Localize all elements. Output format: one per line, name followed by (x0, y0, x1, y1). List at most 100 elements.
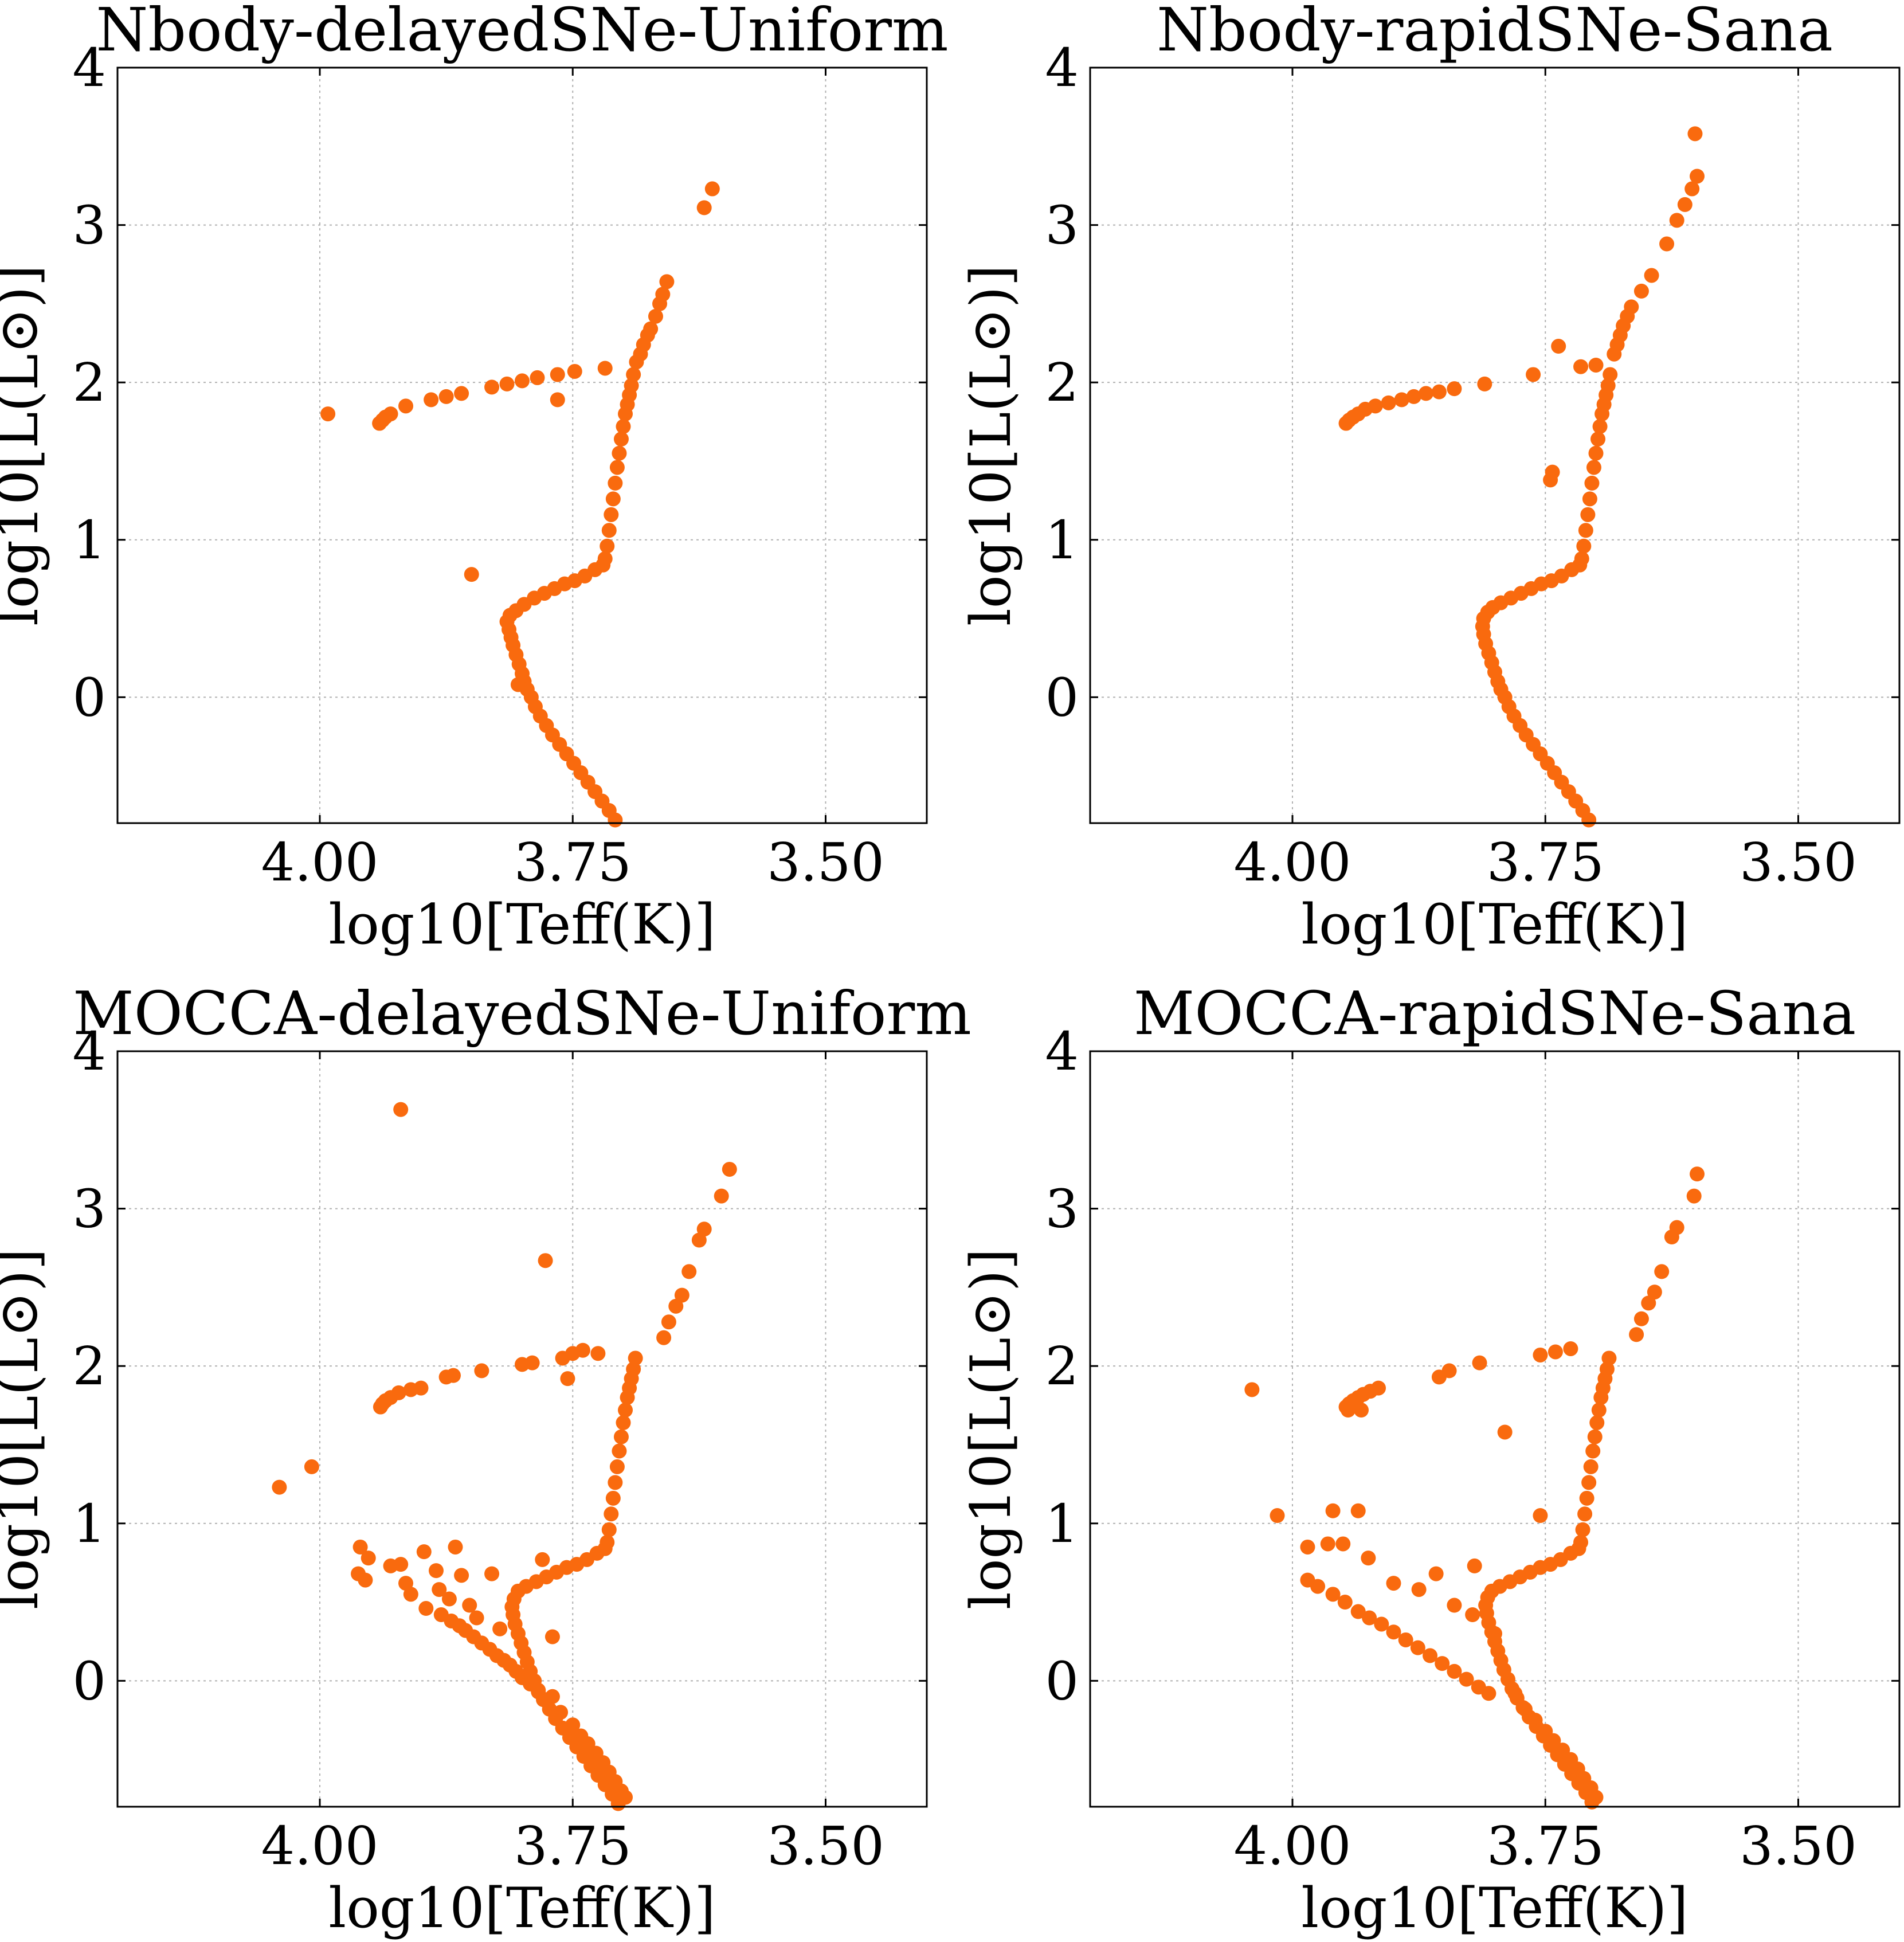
chart-panel-2: 4.00 3.75 3.50 0 1 2 3 4 Nbody-rapidSNe-Sana log1… (959, 0, 1901, 957)
y-tick-label: 1 (1045, 510, 1079, 571)
plot-frame (1089, 66, 1901, 824)
data-point (1386, 1576, 1401, 1591)
data-point (1467, 1558, 1482, 1573)
data-point (1517, 1701, 1533, 1717)
data-point (609, 460, 625, 475)
data-point (1361, 1551, 1376, 1566)
data-point (550, 367, 565, 382)
data-point (1320, 1536, 1335, 1552)
data-point (469, 1610, 484, 1626)
data-point (1664, 1230, 1679, 1245)
data-point (674, 1287, 689, 1303)
data-point (1410, 1640, 1425, 1655)
data-point (544, 1629, 560, 1645)
data-point (484, 379, 500, 395)
data-point (1533, 1508, 1548, 1524)
data-point (1603, 367, 1618, 382)
data-point (1644, 268, 1659, 283)
data-point (608, 812, 623, 828)
data-point (1428, 1566, 1444, 1581)
data-point (462, 1598, 477, 1613)
data-point (1300, 1539, 1315, 1555)
y-axis-label: log10[L(L⊙)] (959, 1248, 1023, 1610)
data-point (1325, 1587, 1341, 1602)
data-point (1647, 1285, 1662, 1300)
x-tick-label: 4.00 (1234, 832, 1351, 893)
x-tick-label: 3.50 (1740, 832, 1857, 893)
data-point (1447, 1663, 1462, 1679)
data-point (393, 1557, 409, 1572)
data-point (655, 287, 671, 302)
chart-title: Nbody-delayedSNe-Uniform (96, 0, 948, 65)
chart-title: MOCCA-rapidSNe-Sana (1134, 978, 1856, 1048)
data-point (1447, 381, 1462, 397)
data-point (1690, 1166, 1705, 1182)
data-point (1684, 181, 1700, 197)
data-point (609, 1459, 625, 1474)
data-point (1423, 1648, 1438, 1663)
data-point (605, 1490, 621, 1506)
data-point (1654, 1264, 1670, 1279)
data-point (1507, 1686, 1523, 1701)
data-point (575, 1342, 590, 1358)
data-point (1581, 1475, 1597, 1490)
data-point (448, 1539, 463, 1555)
x-tick-label: 3.75 (514, 832, 632, 893)
data-point (1374, 1616, 1389, 1632)
data-point (608, 1475, 623, 1490)
data-point (320, 406, 336, 422)
data-point (1435, 1656, 1450, 1671)
data-point (1589, 1415, 1605, 1431)
data-point (1310, 1579, 1326, 1594)
data-point (1581, 812, 1597, 828)
data-point (1659, 236, 1675, 252)
data-point (620, 1390, 635, 1405)
data-point (1578, 523, 1593, 538)
data-point (550, 392, 565, 408)
data-point (560, 1371, 575, 1387)
data-point (1325, 1503, 1341, 1518)
data-point (1690, 169, 1705, 184)
data-point (1465, 1607, 1480, 1623)
data-point (612, 445, 627, 461)
data-point (1592, 419, 1608, 434)
data-point (1459, 1671, 1474, 1687)
data-point (484, 1566, 500, 1581)
data-point (1588, 357, 1604, 373)
data-point (616, 419, 631, 434)
data-point (1350, 1604, 1366, 1619)
x-tick-label: 3.50 (767, 1815, 884, 1877)
data-point (383, 406, 398, 422)
y-tick-label: 2 (1045, 1336, 1079, 1397)
data-point (1577, 1506, 1593, 1522)
data-point (590, 1346, 606, 1361)
data-point (1563, 1341, 1578, 1356)
data-point (1477, 376, 1492, 391)
x-tick-label: 3.75 (514, 1815, 632, 1877)
chart-title: Nbody-rapidSNe-Sana (1157, 0, 1833, 65)
x-axis-label: log10[Teff(K)] (1301, 1876, 1688, 1940)
data-point (616, 1415, 631, 1431)
x-axis-label: log10[Teff(K)] (328, 1876, 715, 1940)
data-point (1431, 384, 1447, 400)
data-point (1587, 1429, 1603, 1444)
data-point (1582, 491, 1597, 507)
data-point (613, 432, 629, 447)
data-point (1686, 1188, 1702, 1204)
data-point (553, 1705, 569, 1720)
data-point (659, 274, 675, 289)
data-point (1583, 1459, 1599, 1474)
data-point (1588, 445, 1604, 461)
data-point (445, 1368, 461, 1383)
y-tick-label: 1 (72, 510, 106, 571)
data-point (681, 1264, 697, 1279)
data-point (648, 308, 663, 324)
data-point (1551, 339, 1566, 354)
data-point (1350, 1503, 1366, 1518)
y-tick-label: 2 (1045, 352, 1079, 413)
data-point (1579, 1490, 1594, 1506)
data-point (418, 1601, 434, 1616)
chart-panel-3: 4.00 3.75 3.50 0 1 2 3 4MOCCA-delayedSNe-Unifor… (0, 978, 971, 1940)
data-point (1624, 299, 1639, 315)
data-point (1641, 1295, 1656, 1311)
